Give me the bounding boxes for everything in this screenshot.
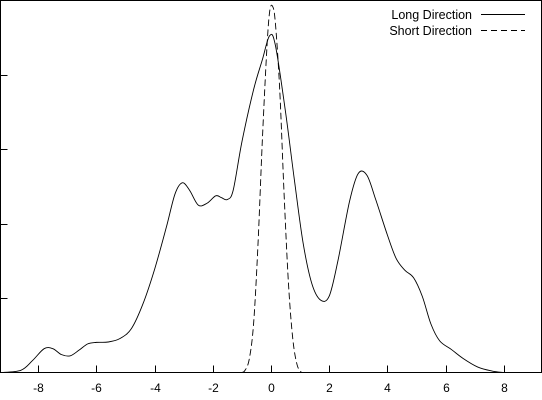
x-tick-label: 8 xyxy=(501,381,508,395)
x-tick-label: 4 xyxy=(384,381,391,395)
x-tick-label: -8 xyxy=(33,381,44,395)
x-tick-label: -4 xyxy=(150,381,161,395)
x-tick-label: 0 xyxy=(268,381,275,395)
axis-tick-labels: -8 -6 -4 -2 0 2 4 6 8 xyxy=(33,381,508,395)
x-tick-label: 6 xyxy=(443,381,450,395)
series-line-short-direction xyxy=(241,4,302,373)
legend-label-long-direction: Long Direction xyxy=(391,8,472,22)
series-layer xyxy=(0,4,505,373)
plot-frame xyxy=(0,0,542,373)
x-tick-label: 2 xyxy=(326,381,333,395)
axis-ticks xyxy=(0,75,505,373)
legend-label-short-direction: Short Direction xyxy=(389,24,472,38)
x-tick-label: -6 xyxy=(91,381,102,395)
legend: Long Direction Short Direction xyxy=(389,8,525,38)
series-line-long-direction xyxy=(0,33,505,373)
x-tick-label: -2 xyxy=(208,381,219,395)
